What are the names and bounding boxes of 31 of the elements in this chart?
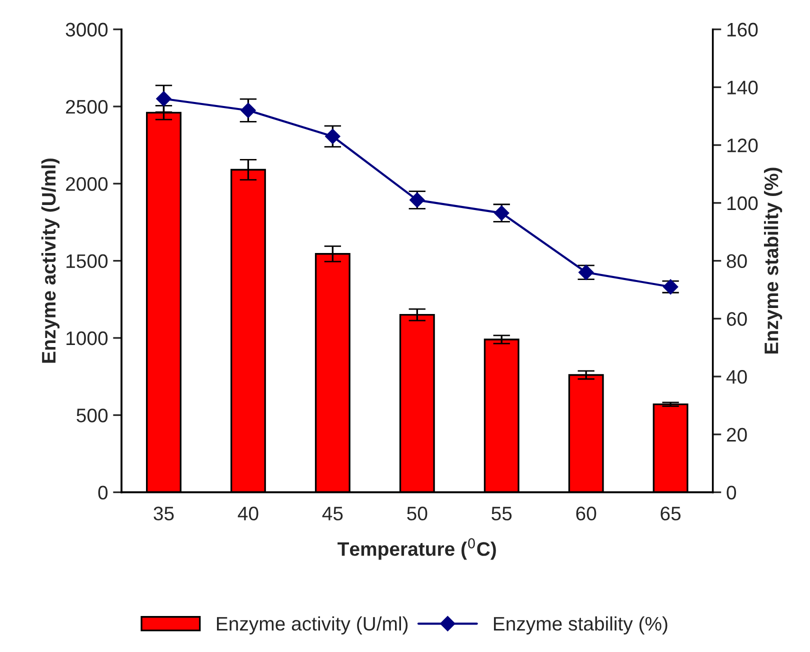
y-tick-label: 2000 [66,177,108,191]
y2-tick-label: 120 [727,138,758,152]
x-tick-label: 45 [322,506,343,520]
y-tick-label: 3000 [66,22,108,37]
y2-tick-label: 60 [726,312,747,326]
y-tick-label: 500 [76,408,108,422]
y2-tick-label: 20 [726,428,747,442]
y-tick-label: 0 [98,486,108,500]
legend-label: Enzyme stability (%) [494,616,668,634]
y2-tick-label: 100 [727,196,758,210]
x-axis-title: Temperature ($^{0}$C) [338,538,496,560]
x-tick-label: 35 [154,506,174,520]
y-tick-label: 1000 [66,331,108,346]
y2-tick-label: 0 [726,486,736,500]
x-tick-label: 40 [238,506,258,520]
legend-label: Enzyme activity (U/ml) [216,616,408,634]
x-tick-label: 60 [576,506,596,520]
y2-tick-label: 160 [727,22,758,37]
point [325,128,340,144]
y2-tick-label: 80 [726,254,747,268]
x-tick-label: 50 [407,506,428,520]
y2-axis-title: Enzyme stability (%) [764,168,782,354]
y2-tick-label: 140 [727,80,758,94]
x-tick-label: 65 [660,506,681,520]
y-tick-label: 1500 [66,254,108,268]
y2-tick-label: 40 [726,370,747,384]
point [156,91,172,106]
y-tick-label: 2500 [66,100,108,114]
y-axis-title: Enzyme activity (U/ml) [41,158,60,363]
x-tick-label: 55 [492,506,512,520]
point [240,102,256,118]
